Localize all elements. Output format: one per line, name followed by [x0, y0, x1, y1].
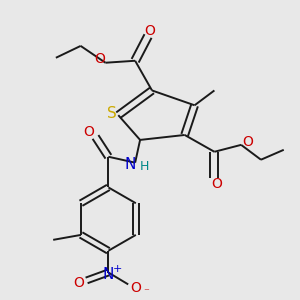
Text: N: N: [124, 157, 136, 172]
Text: O: O: [131, 281, 142, 295]
Text: O: O: [94, 52, 105, 66]
Text: S: S: [107, 106, 117, 121]
Text: H: H: [140, 160, 149, 173]
Text: +: +: [112, 263, 122, 274]
Text: O: O: [211, 177, 222, 191]
Text: ⁻: ⁻: [143, 287, 149, 297]
Text: O: O: [243, 135, 254, 149]
Text: O: O: [73, 276, 84, 290]
Text: O: O: [145, 24, 155, 38]
Text: O: O: [83, 125, 94, 139]
Text: N: N: [103, 267, 114, 282]
